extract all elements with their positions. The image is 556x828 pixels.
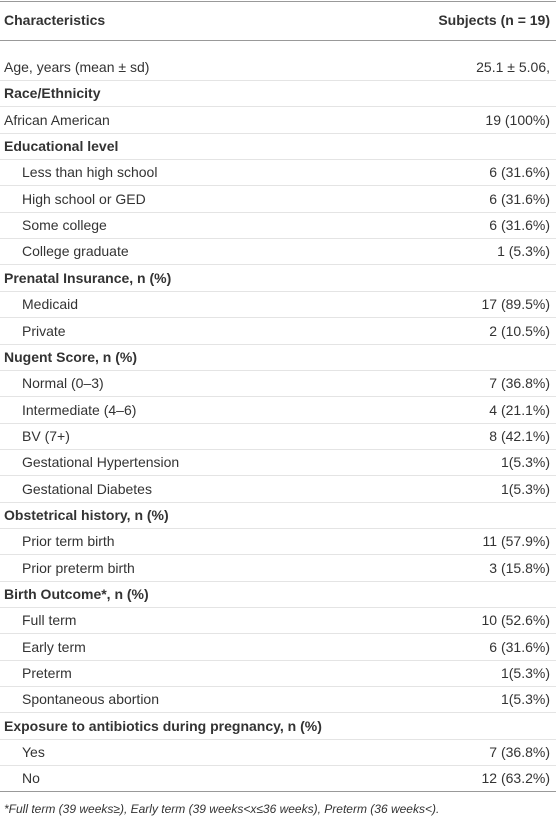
row-value: 6 (31.6%) xyxy=(489,217,550,234)
row-separator xyxy=(0,633,556,635)
row-separator xyxy=(0,343,556,345)
section-title: Exposure to antibiotics during pregnancy… xyxy=(4,717,322,734)
row-value: 2 (10.5%) xyxy=(489,322,550,339)
row-value: 25.1 ± 5.06, xyxy=(476,59,550,75)
row-label: No xyxy=(22,770,40,787)
header-rule xyxy=(0,40,556,41)
row-value: 8 (42.1%) xyxy=(489,427,550,444)
row-value: 19 (100%) xyxy=(485,111,550,128)
row-label: Gestational Hypertension xyxy=(22,454,180,471)
row-label: Medicaid xyxy=(22,296,79,313)
section-title: Prenatal Insurance, n (%) xyxy=(4,269,172,286)
row-value: 7 (36.8%) xyxy=(489,744,550,761)
row-separator xyxy=(0,712,556,714)
bottom-rule xyxy=(0,790,556,792)
row-label: Full term xyxy=(22,612,77,629)
row-label: Less than high school xyxy=(22,164,158,181)
row-separator xyxy=(0,238,556,240)
footnote: *Full term (39 weeks≥), Early term (39 w… xyxy=(4,801,440,816)
row-label: Preterm xyxy=(22,665,72,682)
row-label: Age, years (mean ± sd) xyxy=(4,59,150,75)
row-separator xyxy=(0,317,556,319)
row-separator xyxy=(0,475,556,477)
row-value: 1(5.3%) xyxy=(500,691,550,708)
row-value: 1(5.3%) xyxy=(500,665,550,682)
row-value: 6 (31.6%) xyxy=(489,638,550,655)
row-value: 6 (31.6%) xyxy=(489,164,550,181)
row-label: Prior term birth xyxy=(22,533,115,550)
row-label: College graduate xyxy=(22,243,129,260)
row-separator xyxy=(0,396,556,398)
row-label: Prior preterm birth xyxy=(22,559,135,576)
row-value: 1(5.3%) xyxy=(500,480,550,497)
row-separator xyxy=(0,686,556,688)
row-label: Gestational Diabetes xyxy=(22,480,152,497)
header-label: Characteristics xyxy=(4,12,106,28)
row-value: 11 (57.9%) xyxy=(482,533,550,550)
row-value: 1(5.3%) xyxy=(500,454,550,471)
row-separator xyxy=(0,159,556,161)
row-separator xyxy=(0,211,556,213)
row-separator xyxy=(0,290,556,292)
row-label: Private xyxy=(22,322,66,339)
row-label: Some college xyxy=(22,217,107,234)
row-separator xyxy=(0,607,556,608)
top-rule xyxy=(0,1,556,2)
row-separator xyxy=(0,554,556,556)
row-label: High school or GED xyxy=(22,190,146,207)
row-label: Yes xyxy=(22,744,45,761)
section-title: Race/Ethnicity xyxy=(4,85,101,102)
header-value: Subjects (n = 19) xyxy=(438,12,550,28)
row-separator xyxy=(0,659,556,661)
row-label: Spontaneous abortion xyxy=(22,691,159,708)
section-title: Educational level xyxy=(4,138,119,155)
row-value: 7 (36.8%) xyxy=(489,375,550,392)
row-separator xyxy=(0,264,556,266)
row-label: Early term xyxy=(22,638,86,655)
row-separator xyxy=(0,765,556,767)
row-separator xyxy=(0,738,556,740)
row-label: Intermediate (4–6) xyxy=(22,401,137,418)
row-separator xyxy=(0,185,556,187)
row-value: 4 (21.1%) xyxy=(489,401,550,418)
row-separator xyxy=(0,369,556,371)
row-separator xyxy=(0,501,556,503)
row-separator xyxy=(0,106,556,108)
row-separator xyxy=(0,791,556,793)
row-separator xyxy=(0,80,556,81)
row-separator xyxy=(0,422,556,424)
row-value: 17 (89.5%) xyxy=(481,296,550,313)
row-value: 6 (31.6%) xyxy=(489,190,550,207)
row-separator xyxy=(0,132,556,134)
section-title: Nugent Score, n (%) xyxy=(4,348,138,365)
row-value: 1 (5.3%) xyxy=(497,243,550,260)
row-separator xyxy=(0,527,556,529)
row-separator xyxy=(0,580,556,582)
section-title: Obstetrical history, n (%) xyxy=(4,506,169,523)
row-label: BV (7+) xyxy=(22,427,70,444)
row-separator xyxy=(0,448,556,450)
row-value: 3 (15.8%) xyxy=(489,559,550,576)
row-value: 12 (63.2%) xyxy=(481,770,550,787)
row-label: African American xyxy=(4,111,110,128)
section-title: Birth Outcome*, n (%) xyxy=(4,586,149,602)
row-label: Normal (0–3) xyxy=(22,375,104,392)
row-value: 10 (52.6%) xyxy=(481,612,550,629)
